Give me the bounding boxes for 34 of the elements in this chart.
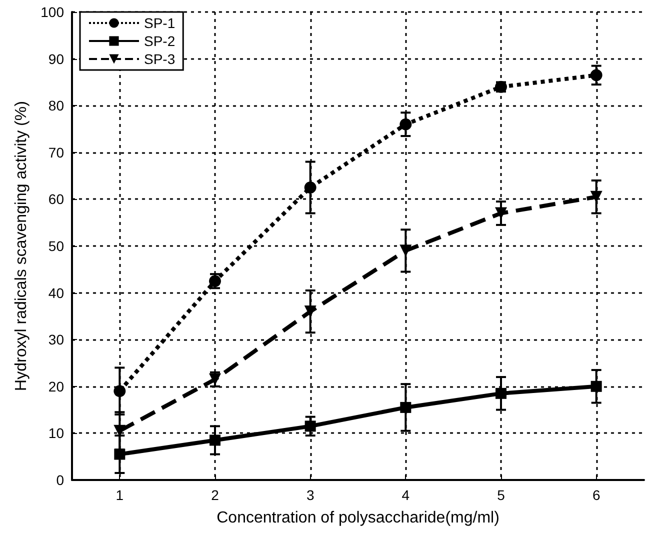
legend-label: SP-3	[144, 51, 176, 67]
x-tick-label: 3	[306, 487, 314, 503]
x-tick-label: 2	[211, 487, 220, 503]
point	[496, 388, 506, 399]
x-tick-label: 6	[592, 487, 600, 503]
x-tick-label: 5	[497, 487, 506, 503]
point	[114, 385, 126, 398]
y-axis-title: Hydroxyl radicals scavenging activity (%)	[13, 101, 30, 391]
point	[590, 69, 602, 82]
point	[590, 380, 602, 392]
legend-label: SP-2	[144, 33, 176, 49]
point	[590, 190, 602, 203]
y-tick-label: 20	[48, 378, 64, 394]
y-tick-label: 90	[48, 50, 64, 67]
y-tick-label: 100	[40, 4, 64, 20]
y-tick-label: 0	[56, 472, 64, 488]
point	[400, 402, 412, 413]
point	[304, 420, 316, 432]
legend-label: SP-1	[144, 15, 176, 31]
x-tick-label: 1	[116, 487, 124, 503]
x-tick-label: 4	[402, 487, 410, 503]
point	[210, 434, 220, 446]
x-axis-title: Concentration of polysaccharide(mg/ml)	[216, 510, 500, 526]
y-tick-label: 60	[48, 191, 64, 208]
y-tick-label: 30	[48, 332, 64, 348]
point	[114, 448, 126, 460]
point	[400, 244, 412, 257]
y-tick-label: 40	[48, 284, 64, 301]
y-tick-label: 50	[48, 238, 64, 254]
point	[304, 182, 316, 194]
y-tick-label: 80	[48, 98, 64, 114]
point	[400, 118, 412, 130]
y-tick-label: 70	[48, 144, 64, 160]
y-tick-label: 10	[48, 425, 64, 442]
